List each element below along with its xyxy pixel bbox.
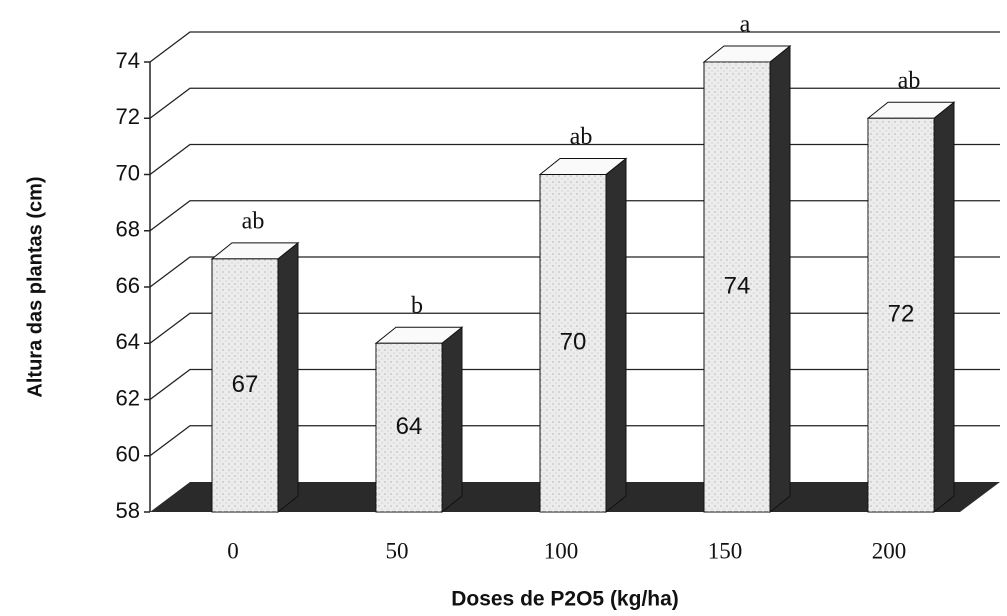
y-axis-title: Altura das plantas (cm) — [24, 176, 46, 397]
annotation: ab — [570, 124, 593, 150]
annotation: a — [740, 12, 751, 38]
x-axis-title: Doses de P2O5 (kg/ha) — [451, 588, 679, 611]
bar-side — [605, 157, 627, 514]
grid-line — [149, 87, 1000, 119]
y-tick-label: 72 — [116, 104, 140, 129]
bar-texture — [704, 62, 770, 512]
bar-side — [769, 44, 791, 514]
y-tick-label: 70 — [116, 160, 140, 185]
bar-texture — [868, 118, 934, 512]
y-tick-label: 64 — [116, 329, 140, 354]
grid-line — [149, 31, 1000, 63]
value-label: 70 — [560, 329, 587, 356]
y-tick-label: 66 — [116, 273, 140, 298]
annotation: ab — [898, 68, 921, 94]
bar-texture — [376, 343, 442, 512]
bar-side — [277, 241, 299, 514]
x-tick-label: 100 — [544, 538, 579, 563]
x-tick-label: 0 — [227, 538, 239, 563]
value-label: 64 — [396, 413, 423, 440]
x-tick-label: 50 — [386, 538, 409, 563]
y-tick-label: 62 — [116, 385, 140, 410]
annotation: ab — [242, 208, 265, 234]
annotation: b — [411, 293, 423, 319]
bar-side — [441, 326, 463, 514]
y-tick-label: 60 — [116, 442, 140, 467]
bar-texture — [212, 258, 278, 512]
y-tick-label: 58 — [116, 498, 140, 523]
bar-side — [933, 101, 955, 514]
y-tick-label: 68 — [116, 217, 140, 242]
x-tick-label: 200 — [872, 538, 907, 563]
value-label: 72 — [888, 300, 915, 327]
x-tick-label: 150 — [708, 538, 743, 563]
value-label: 74 — [724, 272, 751, 299]
y-tick-label: 74 — [116, 48, 140, 73]
bar-texture — [540, 174, 606, 512]
value-label: 67 — [232, 371, 259, 398]
